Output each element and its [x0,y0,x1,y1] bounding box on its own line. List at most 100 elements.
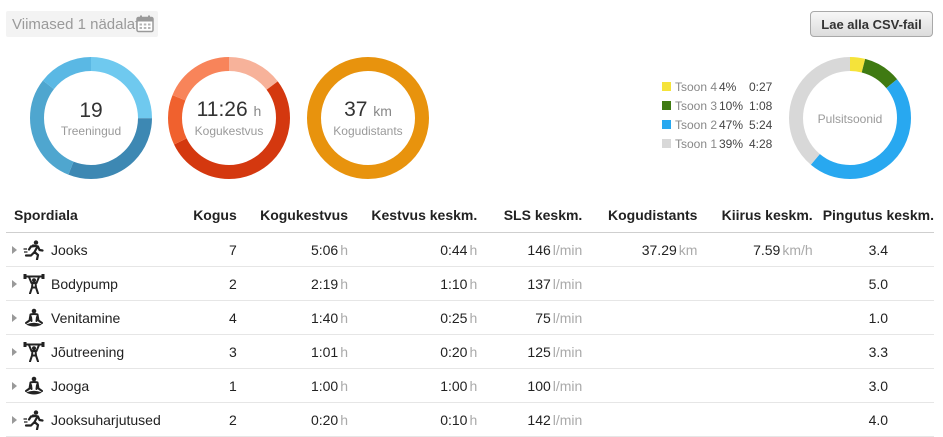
expand-row-icon[interactable] [12,347,17,356]
sport-cell[interactable]: Jõutreening [6,334,182,369]
hr-zone-legend: Tsoon 4 4% 0:27 Tsoon 3 10% 1:08 Tsoon 2… [662,77,789,153]
count-cell: 2 [181,402,247,437]
running-icon [23,409,45,431]
avg-duration-cell: 1:10 h [358,266,488,301]
zone-color-swatch [662,139,671,148]
distance-ring-graphic [307,57,429,179]
total-distance-cell [592,334,708,369]
total-distance-cell [592,266,708,301]
avg-duration-cell-value: 1:10 [440,275,468,292]
period-selector[interactable]: Viimased 1 nädalat [6,11,158,37]
weightlifting-icon [23,341,45,362]
sport-name: Venitamine [51,309,121,326]
avg-effort-cell: 5.0 [822,266,934,301]
table-row[interactable]: Jooks 7 5:06 h 0:44 h 146 l/min 37.29 km 7.59 km/h 3… [6,232,934,267]
total-duration-cell-value: 1:40 [310,309,339,326]
avg-speed-cell [707,266,823,301]
avg-duration-cell-unit: h [469,411,478,428]
sport-cell[interactable]: Bodypump [6,266,182,301]
avg-duration-cell-unit: h [469,241,478,258]
duration-ring: 11:26 h Kogukestvus [167,56,291,180]
distance-ring: 37 km Kogudistants [306,56,430,180]
table-row[interactable]: Bodypump 2 2:19 h 1:10 h 137 l/min 5.0 [6,266,934,301]
avg-duration-cell-value: 0:44 [440,241,468,258]
count-cell: 1 [181,368,247,403]
sessions-ring: 19 Treeningud [29,56,153,180]
avg-cadence-cell-value: 146 [527,241,551,258]
table-row[interactable]: Venitamine 4 1:40 h 0:25 h 75 l/min 1.0 [6,300,934,335]
hr-zone-row: Tsoon 2 47% 5:24 [662,115,789,134]
total-duration-cell-unit: h [340,377,348,394]
zone-time: 0:27 [749,79,773,94]
hr-zones-ring-graphic [789,57,911,179]
avg-duration-cell: 0:10 h [358,402,488,437]
total-duration-cell: 1:01 h [246,334,358,369]
col-header-total-duration[interactable]: Kogukestvus [246,198,358,233]
avg-cadence-cell-unit: l/min [552,309,583,326]
sessions-label: Treeningud [60,123,122,138]
avg-duration-cell: 1:00 h [358,368,488,403]
avg-speed-cell-value: 7.59 [753,241,781,258]
avg-speed-cell: 7.59 km/h [707,232,823,267]
avg-cadence-cell-value: 137 [527,275,551,292]
avg-cadence-cell-value: 125 [527,343,551,360]
avg-cadence-cell-unit: l/min [552,275,583,292]
total-duration-cell-unit: h [340,309,348,326]
table-row[interactable]: Jooksuharjutused 2 0:20 h 0:10 h 142 l/min 4.0 [6,402,934,437]
distance-label: Kogudistants [333,124,403,138]
download-csv-button[interactable]: Lae alla CSV-fail [810,11,933,37]
avg-cadence-cell: 146 l/min [487,232,593,267]
col-header-avg-duration[interactable]: Kestvus keskm. [358,198,488,233]
meditation-icon [23,376,45,396]
col-header-avg-speed[interactable]: Kiirus keskm. [707,198,823,233]
avg-duration-cell: 0:20 h [358,334,488,369]
avg-duration-cell-unit: h [469,343,478,360]
sport-cell[interactable]: Jooga [6,368,182,403]
total-duration-cell-value: 0:20 [310,411,339,428]
zone-name: Tsoon 4 [675,79,718,94]
avg-cadence-cell: 125 l/min [487,334,593,369]
avg-speed-cell [707,368,823,403]
table-row[interactable]: Jõutreening 3 1:01 h 0:20 h 125 l/min 3.3 [6,334,934,369]
hr-zone-row: Tsoon 1 39% 4:28 [662,134,789,153]
sport-cell[interactable]: Jooksuharjutused [6,402,182,437]
hr-zone-row: Tsoon 4 4% 0:27 [662,77,789,96]
count-cell: 3 [181,334,247,369]
total-duration-cell-value: 1:01 [310,343,339,360]
expand-row-icon[interactable] [12,245,17,254]
avg-speed-cell [707,334,823,369]
col-header-sport[interactable]: Spordiala [6,198,182,233]
table-header-row: Spordiala Kogus Kogukestvus Kestvus kesk… [6,198,934,233]
avg-cadence-cell-value: 75 [535,309,551,326]
table-row[interactable]: Jooga 1 1:00 h 1:00 h 100 l/min 3.0 [6,368,934,403]
total-duration-cell: 2:19 h [246,266,358,301]
zone-color-swatch [662,101,671,110]
sessions-ring-graphic [30,57,152,179]
col-header-avg-effort[interactable]: Pingutus keskm. [822,198,934,233]
sport-name: Jõutreening [51,343,125,360]
expand-row-icon[interactable] [12,415,17,424]
sports-table: Spordiala Kogus Kogukestvus Kestvus kesk… [6,198,934,437]
avg-cadence-cell: 137 l/min [487,266,593,301]
calendar-icon[interactable] [136,15,154,33]
avg-speed-cell-unit: km/h [782,241,813,258]
avg-cadence-cell-unit: l/min [552,411,583,428]
expand-row-icon[interactable] [12,279,17,288]
total-distance-cell [592,300,708,335]
total-distance-cell [592,402,708,437]
total-duration-cell-value: 1:00 [310,377,339,394]
avg-effort-cell: 3.4 [822,232,934,267]
sport-cell[interactable]: Jooks [6,232,182,267]
col-header-total-distance[interactable]: Kogudistants [592,198,708,233]
avg-effort-cell: 1.0 [822,300,934,335]
zone-name: Tsoon 3 [675,98,718,113]
col-header-avg-cadence[interactable]: SLS keskm. [487,198,593,233]
sport-cell[interactable]: Venitamine [6,300,182,335]
sessions-value: 19 [79,98,103,122]
total-duration-cell-unit: h [340,343,348,360]
col-header-count[interactable]: Kogus [181,198,247,233]
total-duration-cell: 1:40 h [246,300,358,335]
sport-name: Jooga [51,377,90,394]
expand-row-icon[interactable] [12,381,17,390]
expand-row-icon[interactable] [12,313,17,322]
